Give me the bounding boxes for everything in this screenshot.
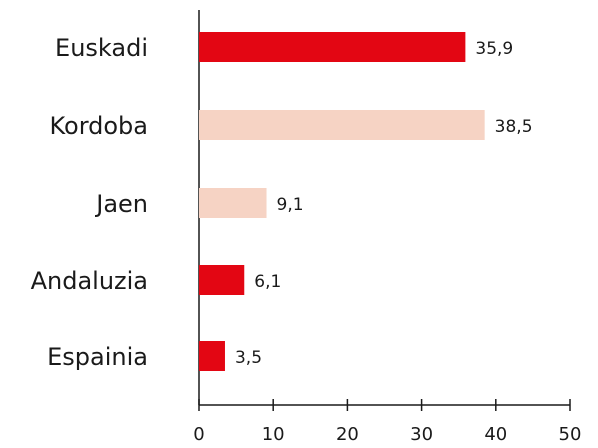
x-tick-label: 10 [262, 424, 285, 445]
value-label: 9,1 [277, 195, 304, 215]
category-label: Kordoba [49, 112, 148, 140]
category-label: Jaen [94, 190, 148, 218]
category-label: Euskadi [55, 34, 148, 62]
category-label: Espainia [47, 343, 148, 371]
x-tick-label: 0 [193, 424, 204, 445]
bar [199, 110, 485, 140]
bar [199, 188, 267, 218]
x-tick-label: 30 [410, 424, 433, 445]
value-label: 3,5 [235, 348, 262, 368]
bar [199, 32, 466, 62]
value-label: 6,1 [254, 272, 281, 292]
x-tick-label: 40 [484, 424, 507, 445]
x-tick-label: 20 [336, 424, 359, 445]
value-label: 35,9 [475, 39, 513, 59]
value-label: 38,5 [495, 117, 533, 137]
bar [199, 341, 225, 371]
bar [199, 265, 245, 295]
x-tick-label: 50 [559, 424, 582, 445]
category-label: Andaluzia [31, 267, 148, 295]
